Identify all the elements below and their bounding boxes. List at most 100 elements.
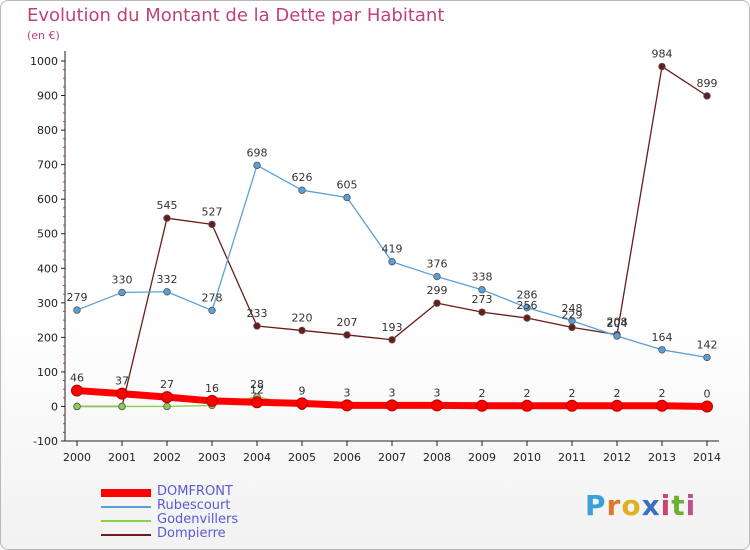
data-label-dompierre: 208 xyxy=(607,316,628,329)
data-point-dompierre xyxy=(478,308,486,316)
data-label-domfront: 2 xyxy=(479,387,486,400)
x-tick-label: 2002 xyxy=(153,451,181,464)
data-point-domfront xyxy=(341,399,353,412)
data-point-domfront xyxy=(476,399,488,412)
data-label-rubescourt: 698 xyxy=(247,146,268,159)
x-tick-label: 2005 xyxy=(288,451,316,464)
x-tick-label: 2004 xyxy=(243,451,271,464)
data-point-domfront xyxy=(611,399,623,412)
data-label-domfront: 46 xyxy=(70,372,84,385)
data-label-dompierre: 545 xyxy=(157,199,178,212)
legend-swatch xyxy=(101,520,151,522)
data-point-rubescourt xyxy=(118,288,126,297)
data-label-dompierre: 899 xyxy=(697,77,718,90)
data-point-rubescourt xyxy=(388,258,396,266)
data-point-rubescourt xyxy=(703,353,711,362)
data-point-domfront xyxy=(116,387,128,400)
data-point-dompierre xyxy=(433,299,441,307)
data-point-rubescourt xyxy=(298,186,306,194)
legend-item-domfront: DOMFRONT xyxy=(101,484,351,500)
data-label-dompierre: 256 xyxy=(517,299,538,312)
data-point-dompierre xyxy=(523,314,531,322)
series-line-dompierre xyxy=(76,65,708,408)
data-label-rubescourt: 330 xyxy=(112,273,133,286)
data-point-godenvillers xyxy=(73,402,81,411)
data-label-domfront: 3 xyxy=(389,386,396,399)
data-label-domfront: 16 xyxy=(205,382,219,395)
data-label-rubescourt: 142 xyxy=(697,338,718,351)
legend-label: Godenvillers xyxy=(157,512,239,527)
data-point-dompierre xyxy=(208,220,216,229)
data-point-dompierre xyxy=(298,326,306,335)
logo-letter: i xyxy=(660,489,672,522)
data-label-dompierre: 984 xyxy=(652,48,673,61)
data-label-dompierre: 233 xyxy=(247,307,268,320)
data-label-rubescourt: 164 xyxy=(652,331,673,344)
x-tick-label: 2003 xyxy=(198,451,226,464)
y-tick-label: 800 xyxy=(37,124,58,137)
data-label-rubescourt: 279 xyxy=(67,291,88,304)
legend-item-dompierre: Dompierre xyxy=(101,526,351,542)
y-tick-label: 1000 xyxy=(30,55,58,68)
data-label-dompierre: 193 xyxy=(382,321,403,334)
x-tick-label: 2012 xyxy=(603,451,631,464)
data-point-rubescourt xyxy=(478,285,486,294)
data-point-domfront xyxy=(206,394,218,407)
data-point-rubescourt xyxy=(433,272,441,281)
data-label-rubescourt: 338 xyxy=(472,271,493,284)
legend-swatch xyxy=(101,534,151,536)
data-label-dompierre: 229 xyxy=(562,308,583,321)
data-point-dompierre xyxy=(253,322,261,330)
y-tick-label: 900 xyxy=(37,90,58,103)
data-label-rubescourt: 286 xyxy=(517,289,538,302)
data-label-dompierre: 220 xyxy=(292,311,313,324)
data-point-godenvillers xyxy=(163,402,171,411)
data-label-rubescourt: 248 xyxy=(562,302,583,315)
chart-unit: (en €) xyxy=(27,29,60,42)
data-point-rubescourt xyxy=(343,193,351,202)
data-point-godenvillers xyxy=(118,402,126,411)
data-point-dompierre xyxy=(568,323,576,332)
data-label-rubescourt: 626 xyxy=(292,171,313,184)
legend-swatch xyxy=(101,489,151,497)
logo-letter: i xyxy=(685,489,697,522)
y-tick-label: 600 xyxy=(37,193,58,206)
x-tick-label: 2008 xyxy=(423,451,451,464)
data-label-domfront: 3 xyxy=(434,386,441,399)
data-label-rubescourt: 419 xyxy=(382,243,403,256)
data-point-rubescourt xyxy=(613,332,621,340)
chart-title: Evolution du Montant de la Dette par Hab… xyxy=(27,5,445,26)
data-point-domfront xyxy=(521,399,533,412)
data-label-godenvillers: 28 xyxy=(250,378,264,391)
logo-letter: o xyxy=(621,489,642,522)
proxiti-logo: Proxiti xyxy=(585,489,696,522)
data-point-domfront xyxy=(431,399,443,412)
data-point-rubescourt xyxy=(658,346,666,354)
x-tick-label: 2007 xyxy=(378,451,406,464)
x-tick-label: 2001 xyxy=(108,451,136,464)
data-point-domfront xyxy=(566,399,578,412)
data-point-domfront xyxy=(386,399,398,412)
y-tick-label: 200 xyxy=(37,331,58,344)
data-point-dompierre xyxy=(703,92,711,100)
data-label-domfront: 12 xyxy=(250,383,264,396)
data-label-domfront: 9 xyxy=(299,384,306,397)
data-label-domfront: 3 xyxy=(344,386,351,399)
data-point-domfront xyxy=(71,384,83,397)
data-point-rubescourt xyxy=(163,288,171,296)
data-label-domfront: 0 xyxy=(704,387,711,400)
data-label-rubescourt: 605 xyxy=(337,178,358,191)
y-tick-label: 500 xyxy=(37,228,58,241)
logo-letter: t xyxy=(671,489,686,522)
data-point-rubescourt xyxy=(73,306,81,314)
logo-letter: P xyxy=(585,489,607,522)
data-label-domfront: 27 xyxy=(160,378,174,391)
x-tick-label: 2010 xyxy=(513,451,541,464)
data-point-dompierre xyxy=(163,214,171,222)
data-point-domfront xyxy=(251,396,263,409)
y-tick-label: -100 xyxy=(33,435,58,448)
data-point-rubescourt xyxy=(253,161,261,170)
data-label-domfront: 2 xyxy=(569,387,576,400)
data-point-dompierre xyxy=(388,336,396,344)
